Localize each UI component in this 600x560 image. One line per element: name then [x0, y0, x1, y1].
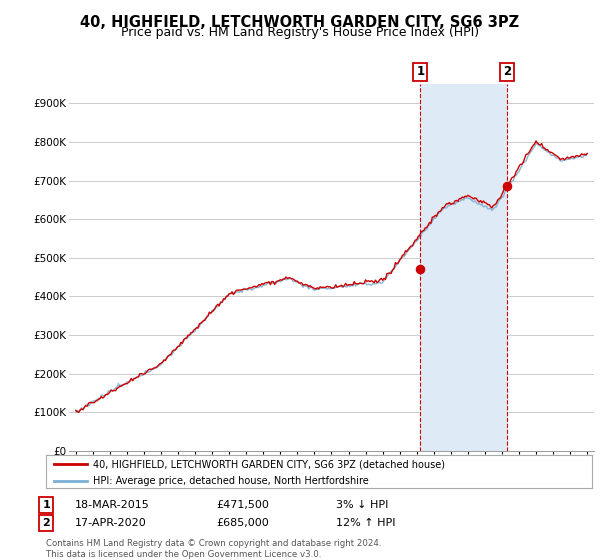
Text: 3% ↓ HPI: 3% ↓ HPI	[336, 500, 388, 510]
Text: 18-MAR-2015: 18-MAR-2015	[75, 500, 150, 510]
Text: 40, HIGHFIELD, LETCHWORTH GARDEN CITY, SG6 3PZ: 40, HIGHFIELD, LETCHWORTH GARDEN CITY, S…	[80, 15, 520, 30]
Text: HPI: Average price, detached house, North Hertfordshire: HPI: Average price, detached house, Nort…	[92, 476, 368, 486]
Text: 2: 2	[503, 66, 511, 78]
Text: 1: 1	[416, 66, 424, 78]
Text: 1: 1	[43, 500, 50, 510]
Point	[502, 182, 512, 191]
Text: £685,000: £685,000	[216, 518, 269, 528]
Text: 17-APR-2020: 17-APR-2020	[75, 518, 147, 528]
Text: 40, HIGHFIELD, LETCHWORTH GARDEN CITY, SG6 3PZ (detached house): 40, HIGHFIELD, LETCHWORTH GARDEN CITY, S…	[92, 459, 445, 469]
Text: £471,500: £471,500	[216, 500, 269, 510]
Bar	[421, 84, 507, 451]
Text: Contains HM Land Registry data © Crown copyright and database right 2024.
This d: Contains HM Land Registry data © Crown c…	[46, 539, 382, 559]
Text: 12% ↑ HPI: 12% ↑ HPI	[336, 518, 395, 528]
Point	[416, 264, 425, 273]
Text: 2: 2	[43, 518, 50, 528]
Text: Price paid vs. HM Land Registry's House Price Index (HPI): Price paid vs. HM Land Registry's House …	[121, 26, 479, 39]
